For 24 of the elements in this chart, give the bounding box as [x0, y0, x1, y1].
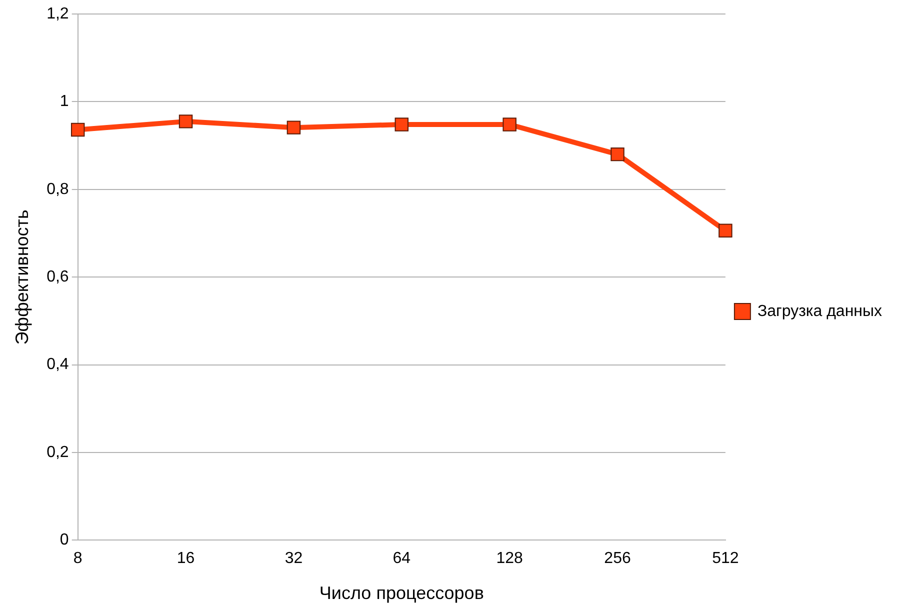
x-tick-label: 128	[496, 550, 524, 568]
y-tick-label: 1,2	[46, 5, 69, 22]
point	[286, 120, 301, 134]
y-tick-label: 0,4	[46, 356, 69, 374]
y-tick-label: 0,6	[46, 268, 69, 286]
point	[70, 122, 85, 137]
x-tick-label: 8	[73, 550, 82, 568]
point	[502, 118, 516, 132]
y-tick-label: 0,8	[46, 180, 69, 198]
x-tick-label: 512	[712, 550, 739, 568]
x-tick-label: 32	[284, 550, 303, 568]
y-tick-label: 0	[60, 532, 69, 549]
y-tick-label: 1	[60, 93, 69, 110]
x-tick-label: 64	[392, 550, 411, 568]
point	[718, 224, 732, 238]
y-tick-label: 0,2	[46, 444, 69, 461]
x-tick-label: 256	[604, 550, 631, 568]
point	[394, 118, 409, 132]
point	[178, 114, 193, 128]
x-tick-label: 16	[176, 550, 195, 568]
x-axis-title: Число процессоров	[319, 583, 484, 604]
point	[610, 147, 624, 162]
y-axis-title: Эффективность	[12, 210, 32, 345]
legend-label: Загрузка данных	[757, 302, 882, 320]
